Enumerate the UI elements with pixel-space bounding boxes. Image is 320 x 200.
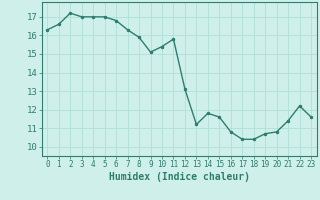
X-axis label: Humidex (Indice chaleur): Humidex (Indice chaleur)	[109, 172, 250, 182]
